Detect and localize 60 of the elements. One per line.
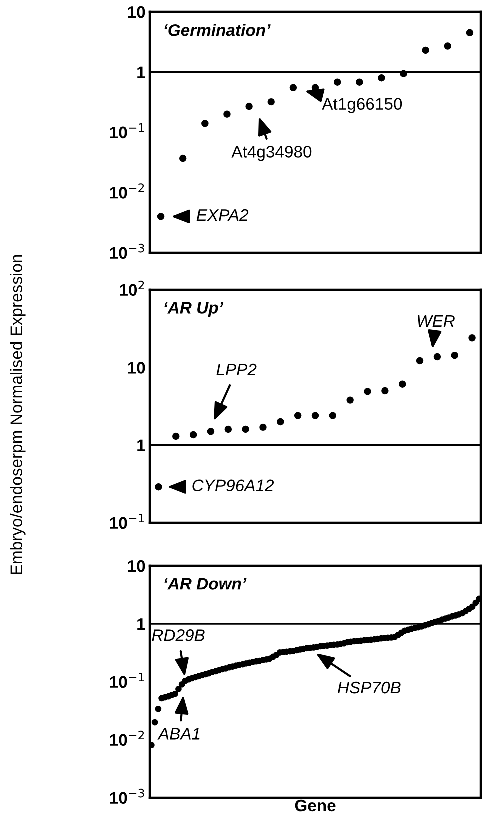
- point: [224, 110, 231, 118]
- point: [207, 428, 215, 436]
- point: [312, 412, 320, 420]
- point: [378, 74, 386, 82]
- y-tick-label: 10: [128, 6, 146, 18]
- point: [382, 387, 389, 395]
- y-tick-label: 1: [138, 66, 146, 78]
- point: [468, 334, 476, 342]
- y-tick-label: 10: [128, 362, 146, 374]
- text: ‘AR Up’: [164, 302, 224, 318]
- point: [242, 426, 250, 434]
- annotation: RD29B: [152, 630, 205, 642]
- point: [202, 120, 209, 128]
- y-tick-label: 10$^{−1}$: [110, 673, 144, 688]
- y-axis-title: Embryo/endoserpm Normalised Expression: [10, 255, 26, 574]
- point: [334, 78, 342, 86]
- point: [444, 42, 452, 50]
- point: [157, 213, 165, 220]
- point: [224, 426, 232, 434]
- point: [434, 353, 442, 361]
- y-tick-label: 1: [138, 440, 146, 452]
- point: [466, 29, 474, 37]
- annotation: HSP70B: [338, 682, 401, 694]
- point: [451, 352, 458, 360]
- annotation: ABA1: [158, 728, 200, 740]
- annotation: At4g34980: [232, 146, 312, 162]
- point: [190, 431, 198, 439]
- point: [416, 357, 424, 365]
- text: ‘Germination’: [164, 24, 271, 36]
- point: [290, 84, 298, 92]
- annotation: LPP2: [216, 364, 257, 376]
- point: [294, 412, 302, 420]
- point: [155, 483, 162, 491]
- point: [246, 102, 253, 110]
- point: [356, 78, 364, 86]
- y-tick-label: 10$^{−1}$: [110, 124, 144, 139]
- point: [346, 396, 354, 404]
- point: [179, 154, 187, 162]
- y-tick-label: 10$^{−1}$: [110, 514, 144, 530]
- point: [329, 412, 337, 420]
- point: [277, 418, 284, 426]
- y-tick-label: 10: [128, 560, 146, 572]
- annotation: EXPA2: [196, 209, 249, 222]
- point: [260, 424, 267, 432]
- y-tick-label: 1: [138, 618, 146, 630]
- text: ‘AR Down’: [164, 578, 247, 590]
- y-tick-label: 10$^{−2}$: [110, 730, 144, 746]
- x-axis-title: Gene: [295, 800, 336, 812]
- point: [398, 380, 406, 388]
- point: [422, 46, 430, 54]
- y-tick-label: 10$^{−3}$: [110, 788, 144, 804]
- y-tick-label: 10$^{−3}$: [110, 244, 144, 260]
- annotation: CYP96A12: [192, 480, 274, 492]
- point: [268, 98, 275, 106]
- point: [172, 432, 180, 440]
- point: [364, 388, 372, 396]
- y-tick-label: 10$^{−2}$: [110, 184, 144, 199]
- annotation: At1g66150: [322, 98, 402, 114]
- y-tick-label: 10$^{2}$: [120, 280, 144, 296]
- annotation: WER: [418, 315, 455, 327]
